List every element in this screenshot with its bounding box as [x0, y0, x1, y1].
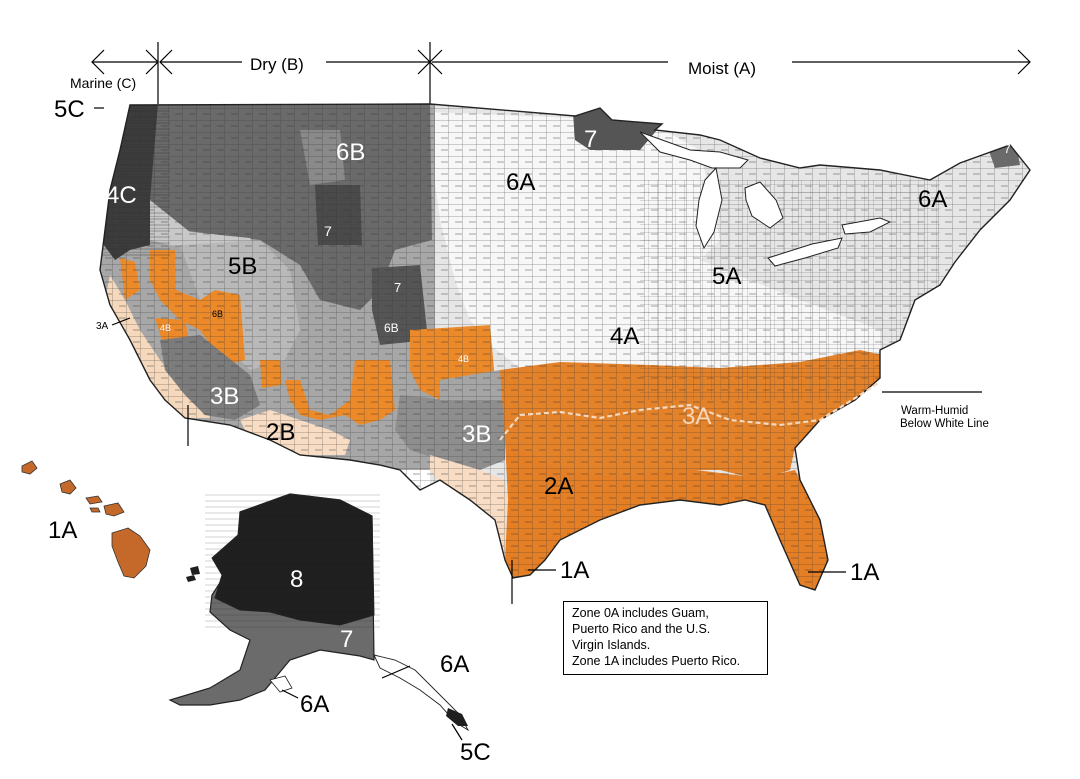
warm-humid-boundary: [499, 381, 881, 441]
zone-label-6B-north: 6B: [336, 139, 365, 166]
zone-label-1A-hawaii: 1A: [48, 517, 77, 544]
zone-label-6B-ca: 6B: [212, 309, 223, 319]
zone-label-6A-midwest: 6A: [506, 169, 535, 196]
zone-label-6A-alaska-south: 6A: [300, 691, 329, 718]
zone-label-8-alaska: 8: [290, 566, 303, 593]
warm-humid-label-line2: Below White Line: [900, 418, 989, 430]
zone-label-5C-alaska: 5C: [460, 739, 491, 766]
dry-header-label: Dry (B): [250, 55, 304, 74]
zone-label-5C-north: 5C: [54, 96, 85, 123]
hawaii-islands: [21, 460, 151, 579]
zone-label-6A-northeast: 6A: [918, 186, 947, 213]
note-line-1: Zone 0A includes Guam,: [572, 606, 709, 620]
zone-label-5B: 5B: [228, 253, 257, 280]
zone-label-3B-tx: 3B: [462, 421, 491, 448]
zone-label-4A: 4A: [610, 323, 639, 350]
zone-label-6B-colorado: 6B: [384, 321, 399, 335]
note-line-3: Virgin Islands.: [572, 638, 651, 652]
moist-header-label: Moist (A): [688, 59, 756, 78]
zone-label-1A-texas: 1A: [560, 557, 589, 584]
leader-lines: [94, 107, 982, 604]
zone-label-3A-ca: 3A: [96, 321, 109, 332]
zone-label-2A: 2A: [544, 473, 573, 500]
warm-humid-label-line1: Warm-Humid: [901, 405, 968, 417]
zone-label-5A: 5A: [712, 263, 741, 290]
zone-label-7-alaska: 7: [340, 626, 353, 653]
us-outline: [99, 103, 1031, 591]
zone-header-arrows: [91, 42, 1031, 104]
zone-labels: 5C 4C 6B 7 5B 6B 4B 3A 3B 2B 3B 7 6B 4B …: [54, 96, 1011, 586]
note-line-2: Puerto Rico and the U.S.: [572, 622, 711, 636]
zone-label-7-maine: 7: [1004, 142, 1011, 156]
zone-label-4B-ca: 4B: [160, 323, 171, 333]
zone-label-7-colorado: 7: [394, 280, 401, 295]
zone-label-2B: 2B: [266, 419, 295, 446]
zone-label-3B-ca: 3B: [210, 383, 239, 410]
zone-label-4B-nm: 4B: [458, 354, 469, 364]
alaska: [168, 490, 470, 741]
great-lakes: [639, 131, 892, 267]
zone-label-4C: 4C: [106, 182, 137, 209]
zone-note-box: Zone 0A includes Guam, Puerto Rico and t…: [563, 601, 768, 675]
note-line-4: Zone 1A includes Puerto Rico.: [572, 654, 741, 668]
zone-label-3A: 3A: [682, 403, 711, 430]
zone-label-7-minnesota: 7: [584, 126, 597, 153]
zone-label-7-wyoming: 7: [324, 223, 332, 239]
zone-label-1A-florida: 1A: [850, 559, 879, 586]
marine-header-label: Marine (C): [70, 75, 136, 91]
zone-label-6A-alaska-panhandle: 6A: [440, 651, 469, 678]
